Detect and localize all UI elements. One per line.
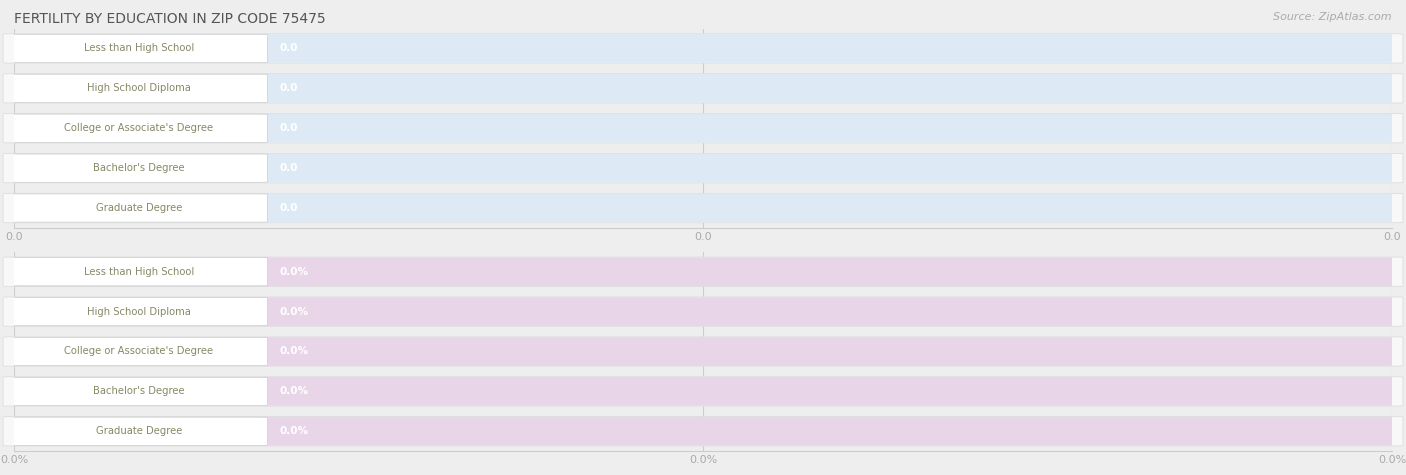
Text: 0.0%: 0.0% xyxy=(280,266,309,277)
FancyBboxPatch shape xyxy=(3,337,1403,366)
FancyBboxPatch shape xyxy=(8,154,1398,182)
FancyBboxPatch shape xyxy=(8,297,1398,326)
FancyBboxPatch shape xyxy=(10,337,267,366)
FancyBboxPatch shape xyxy=(10,417,267,446)
FancyBboxPatch shape xyxy=(10,154,267,182)
Text: Graduate Degree: Graduate Degree xyxy=(96,203,181,213)
Text: Source: ZipAtlas.com: Source: ZipAtlas.com xyxy=(1274,12,1392,22)
FancyBboxPatch shape xyxy=(3,74,1403,103)
FancyBboxPatch shape xyxy=(8,194,1398,222)
Text: Less than High School: Less than High School xyxy=(83,43,194,54)
Text: 0.0: 0.0 xyxy=(280,43,298,54)
FancyBboxPatch shape xyxy=(8,34,1398,63)
FancyBboxPatch shape xyxy=(3,297,1403,326)
FancyBboxPatch shape xyxy=(3,193,1403,223)
Text: 0.0: 0.0 xyxy=(280,123,298,133)
FancyBboxPatch shape xyxy=(10,114,267,142)
Text: Graduate Degree: Graduate Degree xyxy=(96,426,181,437)
Text: 0.0%: 0.0% xyxy=(280,346,309,357)
FancyBboxPatch shape xyxy=(3,257,1403,286)
FancyBboxPatch shape xyxy=(3,417,1403,446)
Text: High School Diploma: High School Diploma xyxy=(87,306,191,317)
FancyBboxPatch shape xyxy=(3,114,1403,143)
Text: 0.0%: 0.0% xyxy=(280,386,309,397)
Text: 0.0: 0.0 xyxy=(280,203,298,213)
FancyBboxPatch shape xyxy=(8,114,1398,142)
FancyBboxPatch shape xyxy=(8,417,1398,446)
Text: Bachelor's Degree: Bachelor's Degree xyxy=(93,163,184,173)
Text: Less than High School: Less than High School xyxy=(83,266,194,277)
FancyBboxPatch shape xyxy=(3,377,1403,406)
Text: Bachelor's Degree: Bachelor's Degree xyxy=(93,386,184,397)
FancyBboxPatch shape xyxy=(8,74,1398,103)
Text: 0.0: 0.0 xyxy=(280,163,298,173)
Text: 0.0: 0.0 xyxy=(280,83,298,94)
FancyBboxPatch shape xyxy=(10,297,267,326)
FancyBboxPatch shape xyxy=(10,377,267,406)
Text: FERTILITY BY EDUCATION IN ZIP CODE 75475: FERTILITY BY EDUCATION IN ZIP CODE 75475 xyxy=(14,12,326,26)
Text: College or Associate's Degree: College or Associate's Degree xyxy=(65,123,214,133)
Text: 0.0%: 0.0% xyxy=(280,306,309,317)
FancyBboxPatch shape xyxy=(8,257,1398,286)
Text: High School Diploma: High School Diploma xyxy=(87,83,191,94)
Text: 0.0%: 0.0% xyxy=(280,426,309,437)
FancyBboxPatch shape xyxy=(3,34,1403,63)
FancyBboxPatch shape xyxy=(3,153,1403,183)
FancyBboxPatch shape xyxy=(8,377,1398,406)
FancyBboxPatch shape xyxy=(10,257,267,286)
FancyBboxPatch shape xyxy=(10,34,267,63)
FancyBboxPatch shape xyxy=(10,74,267,103)
FancyBboxPatch shape xyxy=(8,337,1398,366)
Text: College or Associate's Degree: College or Associate's Degree xyxy=(65,346,214,357)
FancyBboxPatch shape xyxy=(10,194,267,222)
